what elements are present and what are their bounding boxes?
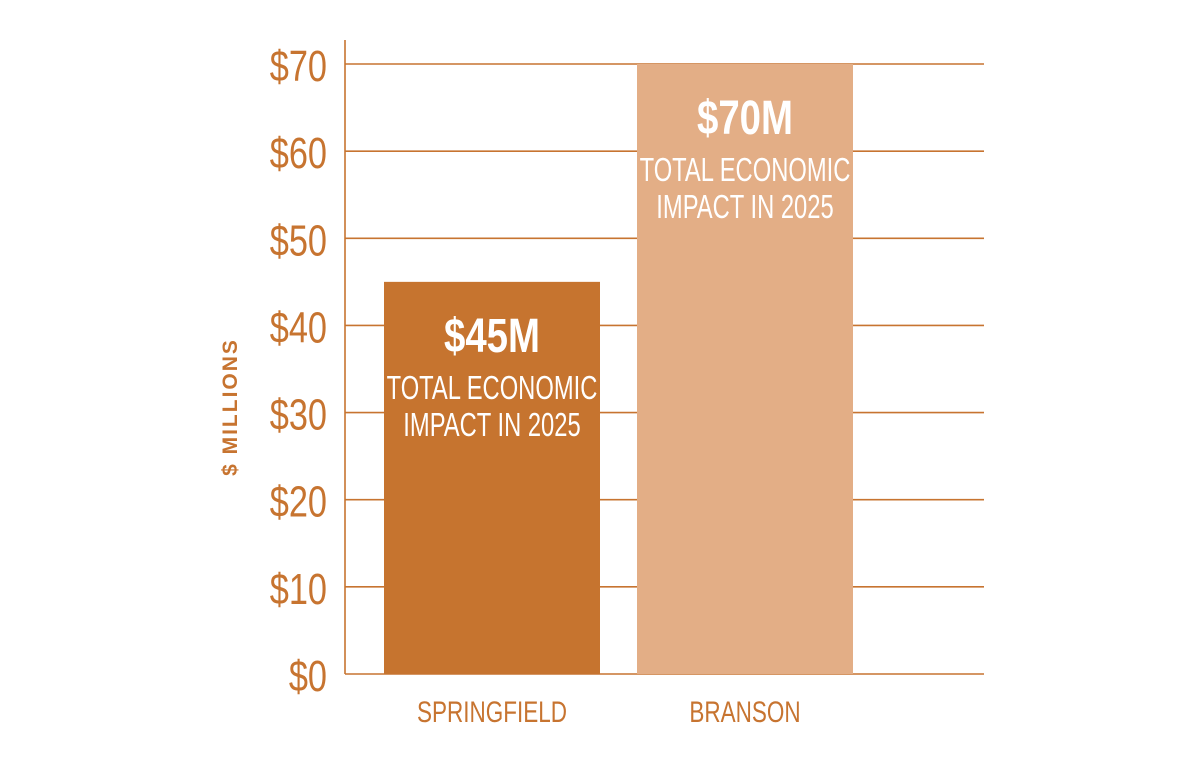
bar-caption: TOTAL ECONOMIC bbox=[387, 370, 598, 407]
x-category-label: SPRINGFIELD bbox=[417, 695, 567, 729]
bar-springfield bbox=[384, 281, 600, 674]
y-tick-label: $10 bbox=[270, 565, 327, 614]
y-tick-label: $0 bbox=[289, 652, 327, 701]
bars bbox=[384, 64, 853, 674]
bar-branson bbox=[637, 64, 853, 674]
y-tick-label: $70 bbox=[270, 42, 327, 91]
y-axis-title: $ MILLIONS bbox=[219, 338, 242, 476]
bar-value-label: $70M bbox=[697, 92, 793, 145]
y-tick-label: $40 bbox=[270, 303, 327, 352]
y-tick-label: $60 bbox=[270, 129, 327, 178]
x-category-label: BRANSON bbox=[689, 695, 800, 729]
bar-caption: IMPACT IN 2025 bbox=[656, 189, 833, 226]
y-tick-label: $20 bbox=[270, 478, 327, 527]
bar-caption: TOTAL ECONOMIC bbox=[640, 152, 851, 189]
y-tick-label: $30 bbox=[270, 391, 327, 440]
y-tick-label: $50 bbox=[270, 216, 327, 265]
labels: $0 $10 $20 $30 $40 $50 $60 $70 $ MILLIONS $45M TOT… bbox=[219, 42, 850, 729]
bar-value-label: $45M bbox=[444, 310, 540, 363]
bar-caption: IMPACT IN 2025 bbox=[403, 407, 580, 444]
